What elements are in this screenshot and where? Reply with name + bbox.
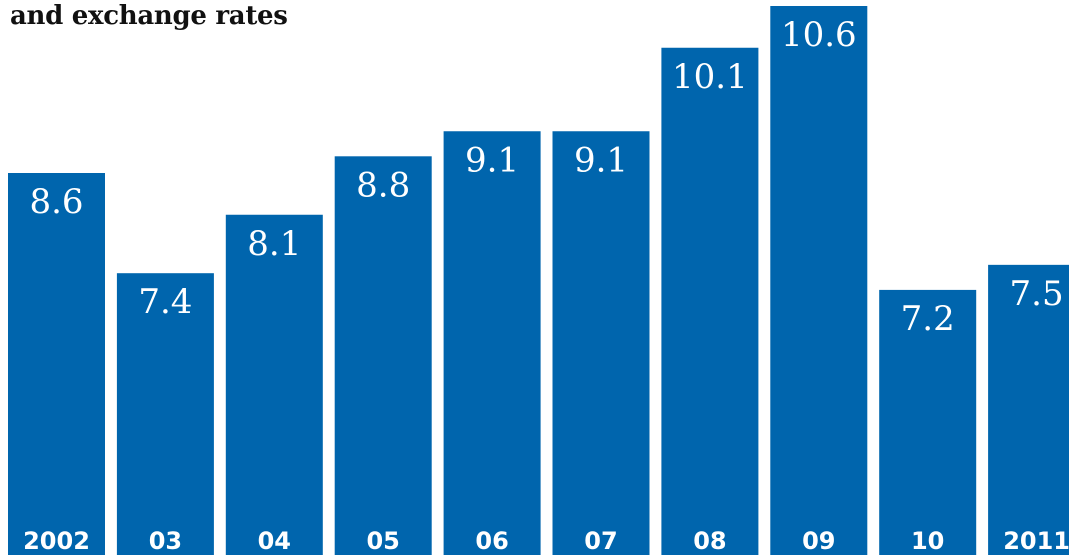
x-tick-label-06: 06 [475,527,508,555]
value-label-05: 8.8 [356,165,410,205]
value-label-06: 9.1 [465,140,519,180]
bar-05 [334,156,432,555]
bar-2002 [8,173,105,555]
x-tick-label-2002: 2002 [23,527,90,555]
x-tick-label-08: 08 [693,527,726,555]
x-tick-label-10: 10 [911,527,944,555]
bar-10 [879,289,977,555]
bar-06 [443,131,541,555]
bar-2011 [988,264,1069,555]
x-tick-label-07: 07 [584,527,617,555]
value-label-09: 10.6 [781,15,857,55]
bar-03 [116,273,214,555]
chart-subtitle: and exchange rates [10,1,288,31]
value-label-2002: 8.6 [29,182,83,222]
x-tick-label-05: 05 [366,527,399,555]
value-label-10: 7.2 [901,299,955,339]
bar-09 [770,6,868,555]
x-tick-label-09: 09 [802,527,835,555]
bar-07 [552,131,650,555]
bar-04 [225,214,323,555]
x-tick-label-03: 03 [149,527,182,555]
x-tick-label-04: 04 [258,527,291,555]
value-label-07: 9.1 [574,140,628,180]
x-tick-label-2011: 2011 [1003,527,1069,555]
value-label-08: 10.1 [672,57,748,97]
value-label-03: 7.4 [138,282,192,322]
bar-08 [661,47,759,555]
value-label-04: 8.1 [247,224,301,264]
value-label-2011: 7.5 [1010,274,1064,314]
